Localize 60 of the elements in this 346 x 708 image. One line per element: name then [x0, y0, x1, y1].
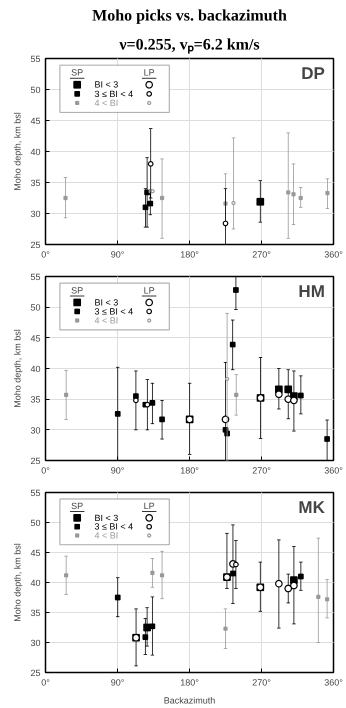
annotation: SP: [71, 501, 84, 512]
x-tick-label: 90°: [110, 250, 125, 260]
x-tick-label: 180°: [180, 466, 200, 476]
x-tick-label: 270°: [252, 250, 272, 260]
legend-label: 3 ≤ BI < 4: [94, 88, 134, 99]
y-tick-label: 35: [30, 394, 41, 405]
y-tick-label: 50: [30, 85, 41, 95]
y-tick-label: 40: [30, 364, 41, 374]
y-tick-label: 45: [30, 116, 41, 126]
x-tick-label: 180°: [180, 678, 200, 688]
legend-label: 4 < BI: [94, 315, 118, 326]
y-tick-label: 30: [30, 425, 41, 436]
x-tick-label: 360°: [324, 466, 344, 476]
y-tick-label: 40: [30, 578, 41, 588]
x-tick-label: 0°: [41, 250, 50, 260]
x-tick-label: 360°: [324, 678, 344, 688]
x-tick-label: 90°: [110, 466, 125, 476]
annotation: LP: [144, 68, 155, 78]
chart-subtitle: ν=0.255, vₚ=6.2 km/s: [118, 36, 260, 54]
y-tick-label: 25: [30, 240, 41, 250]
x-tick-label: 180°: [180, 250, 200, 260]
y-tick-label: 55: [30, 488, 41, 498]
legend-label: 4 < BI: [94, 98, 118, 108]
y-tick-label: 30: [30, 638, 41, 648]
x-tick-label: 0°: [41, 466, 50, 476]
x-tick-label: 90°: [110, 678, 125, 688]
legend-label: 3 ≤ BI < 4: [94, 522, 134, 532]
x-tick-label: 270°: [252, 678, 272, 688]
y-tick-label: 35: [30, 608, 41, 618]
annotation: SP: [71, 285, 84, 296]
y-tick-label: 30: [30, 209, 41, 219]
annotation: HM: [298, 282, 325, 302]
y-tick-label: 40: [30, 147, 41, 157]
legend-label: BI < 3: [94, 512, 118, 523]
x-tick-label: 360°: [324, 250, 344, 260]
annotation: SP: [71, 68, 84, 78]
y-tick-label: 55: [30, 272, 41, 282]
annotation: LP: [144, 285, 155, 296]
chart-title: Moho picks vs. backazimuth: [92, 8, 287, 24]
annotation: MK: [298, 498, 326, 517]
annotation: DP: [301, 64, 325, 84]
legend-label: 3 ≤ BI < 4: [94, 306, 134, 316]
y-tick-label: 45: [30, 548, 41, 558]
y-axis-title: Moho depth, km bsl: [12, 112, 22, 191]
y-tick-label: 25: [30, 456, 41, 466]
y-axis-title: Moho depth, km bsl: [12, 329, 22, 408]
y-tick-label: 50: [30, 518, 41, 528]
legend-label: 4 < BI: [94, 530, 118, 541]
legend-label: BI < 3: [94, 297, 118, 308]
y-tick-label: 55: [30, 54, 41, 64]
x-axis-title: Backazimuth: [164, 696, 216, 706]
y-tick-label: 45: [30, 333, 41, 344]
x-tick-label: 0°: [41, 678, 50, 688]
y-axis-title: Moho depth, km bsl: [12, 543, 22, 622]
legend-label: BI < 3: [94, 80, 118, 90]
y-tick-label: 50: [30, 302, 41, 313]
y-tick-label: 35: [30, 178, 41, 188]
y-tick-label: 25: [30, 668, 41, 678]
annotation: LP: [144, 501, 155, 512]
x-tick-label: 270°: [252, 466, 272, 476]
